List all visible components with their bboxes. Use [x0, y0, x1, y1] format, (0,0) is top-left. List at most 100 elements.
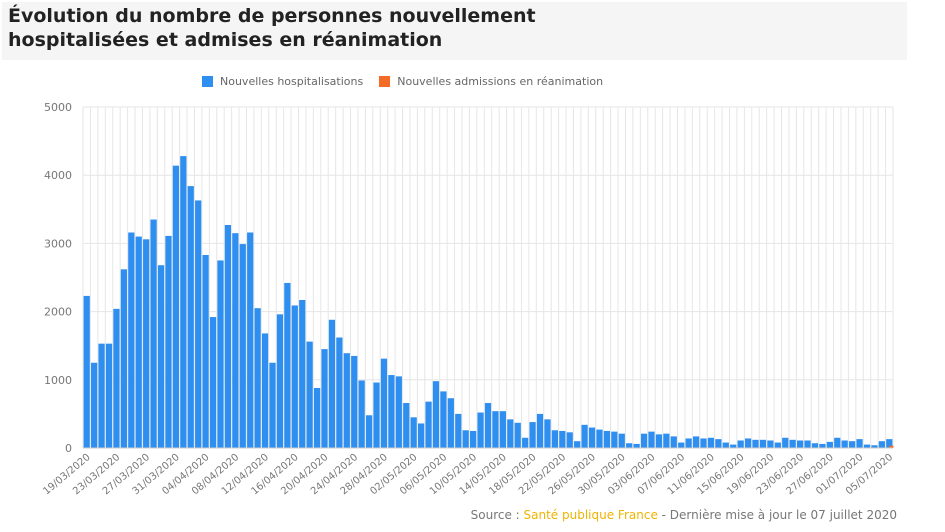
bar-hospitalisations[interactable]	[774, 442, 781, 448]
bar-hospitalisations[interactable]	[685, 438, 692, 448]
bar-hospitalisations[interactable]	[328, 319, 336, 448]
bar-hospitalisations[interactable]	[581, 424, 588, 448]
bar-hospitalisations[interactable]	[91, 362, 98, 448]
bar-reanimation[interactable]	[889, 445, 894, 448]
legend-item-reanimation[interactable]: Nouvelles admissions en réanimation	[379, 75, 603, 88]
bar-hospitalisations[interactable]	[804, 440, 811, 448]
bar-hospitalisations[interactable]	[841, 440, 848, 448]
bar-hospitalisations[interactable]	[128, 232, 135, 448]
legend-item-hospitalisations[interactable]: Nouvelles hospitalisations	[202, 75, 363, 88]
bar-hospitalisations[interactable]	[796, 440, 804, 448]
bar-hospitalisations[interactable]	[187, 186, 194, 448]
bar-hospitalisations[interactable]	[388, 375, 395, 448]
bar-hospitalisations[interactable]	[239, 244, 246, 448]
bar-hospitalisations[interactable]	[232, 233, 239, 448]
bar-hospitalisations[interactable]	[566, 432, 573, 448]
bar-hospitalisations[interactable]	[618, 433, 625, 448]
bar-hospitalisations[interactable]	[261, 333, 269, 448]
bar-hospitalisations[interactable]	[529, 422, 536, 448]
bar-hospitalisations[interactable]	[403, 402, 410, 448]
bar-hospitalisations[interactable]	[596, 429, 603, 448]
bar-hospitalisations[interactable]	[670, 436, 677, 448]
bar-hospitalisations[interactable]	[247, 232, 254, 448]
bar-hospitalisations[interactable]	[700, 438, 707, 448]
bar-hospitalisations[interactable]	[120, 269, 127, 448]
bar-hospitalisations[interactable]	[655, 434, 663, 448]
bar-hospitalisations[interactable]	[707, 437, 715, 448]
bar-hospitalisations[interactable]	[195, 200, 202, 448]
bar-hospitalisations[interactable]	[343, 353, 350, 448]
bar-hospitalisations[interactable]	[611, 431, 618, 448]
bar-hospitalisations[interactable]	[692, 436, 700, 448]
bar-hospitalisations[interactable]	[462, 430, 469, 448]
bar-hospitalisations[interactable]	[811, 443, 819, 448]
bar-hospitalisations[interactable]	[782, 437, 789, 448]
bar-hospitalisations[interactable]	[202, 254, 209, 448]
bar-hospitalisations[interactable]	[105, 343, 113, 448]
bar-hospitalisations[interactable]	[819, 443, 826, 448]
bar-hospitalisations[interactable]	[752, 439, 759, 448]
bar-hospitalisations[interactable]	[603, 430, 611, 448]
bar-hospitalisations[interactable]	[648, 431, 655, 448]
bar-hospitalisations[interactable]	[157, 265, 165, 448]
bar-hospitalisations[interactable]	[336, 337, 343, 448]
bar-hospitalisations[interactable]	[209, 317, 217, 448]
bar-hospitalisations[interactable]	[291, 305, 298, 448]
bar-hospitalisations[interactable]	[351, 355, 358, 448]
bar-hospitalisations[interactable]	[143, 239, 150, 448]
bar-hospitalisations[interactable]	[284, 282, 291, 448]
bar-hospitalisations[interactable]	[395, 376, 402, 448]
bar-hospitalisations[interactable]	[640, 433, 648, 448]
bar-hospitalisations[interactable]	[224, 224, 232, 448]
bar-hospitalisations[interactable]	[492, 411, 499, 448]
bar-hospitalisations[interactable]	[365, 415, 373, 448]
bar-hospitalisations[interactable]	[306, 341, 313, 448]
bar-hospitalisations[interactable]	[477, 412, 484, 448]
bar-hospitalisations[interactable]	[418, 423, 425, 448]
bar-hospitalisations[interactable]	[678, 442, 685, 448]
bar-hospitalisations[interactable]	[767, 440, 774, 448]
bar-hospitalisations[interactable]	[856, 439, 863, 448]
bar-hospitalisations[interactable]	[522, 437, 529, 448]
bar-hospitalisations[interactable]	[269, 362, 276, 448]
bar-hospitalisations[interactable]	[113, 308, 120, 448]
bar-hospitalisations[interactable]	[276, 314, 284, 448]
bar-hospitalisations[interactable]	[826, 441, 833, 448]
bar-hospitalisations[interactable]	[574, 441, 581, 448]
bar-hospitalisations[interactable]	[514, 422, 521, 448]
bar-hospitalisations[interactable]	[789, 439, 796, 448]
footer-source-link[interactable]: Santé publique France	[523, 508, 658, 522]
bar-hospitalisations[interactable]	[410, 417, 417, 448]
bar-hospitalisations[interactable]	[455, 413, 462, 448]
bar-hospitalisations[interactable]	[544, 419, 551, 448]
bar-hospitalisations[interactable]	[886, 439, 893, 448]
bar-hospitalisations[interactable]	[633, 443, 640, 448]
bar-hospitalisations[interactable]	[507, 419, 514, 448]
bar-hospitalisations[interactable]	[440, 391, 447, 448]
bar-hospitalisations[interactable]	[313, 387, 321, 448]
bar-hospitalisations[interactable]	[626, 443, 633, 448]
bar-hospitalisations[interactable]	[83, 295, 90, 448]
bar-hospitalisations[interactable]	[432, 381, 440, 448]
bar-hospitalisations[interactable]	[98, 343, 105, 448]
bar-hospitalisations[interactable]	[447, 398, 454, 448]
bar-hospitalisations[interactable]	[373, 382, 380, 448]
bar-hospitalisations[interactable]	[299, 300, 306, 448]
bar-hospitalisations[interactable]	[744, 438, 752, 448]
bar-hospitalisations[interactable]	[849, 441, 856, 448]
bar-hospitalisations[interactable]	[358, 380, 365, 448]
bar-hospitalisations[interactable]	[165, 235, 172, 448]
bar-hospitalisations[interactable]	[878, 441, 885, 448]
bar-hospitalisations[interactable]	[470, 430, 477, 448]
bar-hospitalisations[interactable]	[150, 219, 157, 448]
bar-hospitalisations[interactable]	[730, 444, 737, 448]
bar-hospitalisations[interactable]	[663, 433, 670, 448]
bar-hospitalisations[interactable]	[425, 401, 432, 448]
bar-hospitalisations[interactable]	[737, 440, 744, 448]
bar-hospitalisations[interactable]	[722, 442, 729, 448]
bar-hospitalisations[interactable]	[135, 236, 142, 448]
bar-hospitalisations[interactable]	[871, 445, 878, 448]
bar-hospitalisations[interactable]	[172, 165, 180, 449]
bar-hospitalisations[interactable]	[499, 411, 506, 448]
bar-hospitalisations[interactable]	[484, 402, 492, 448]
